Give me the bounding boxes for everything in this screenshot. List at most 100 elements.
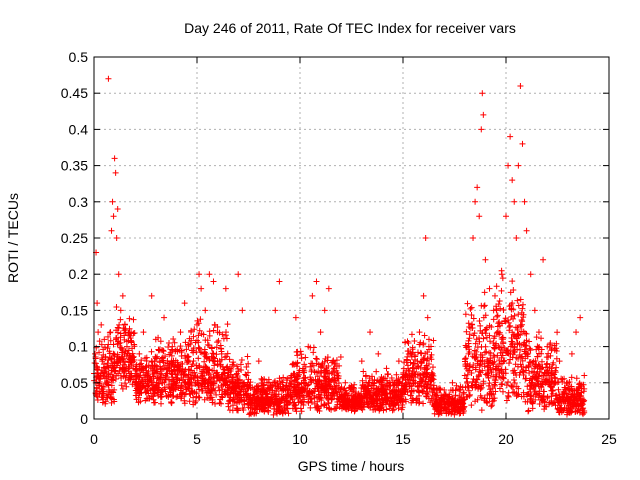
data-point-dense [299, 367, 306, 374]
data-point [476, 213, 483, 220]
data-point-dense [487, 338, 494, 345]
data-point-dense [122, 326, 129, 333]
data-point-dense [93, 363, 100, 370]
data-point-dense [496, 322, 503, 329]
data-point-dense [496, 385, 503, 392]
data-point-dense [195, 344, 202, 351]
data-point-dense [226, 356, 233, 363]
data-point-dense [470, 315, 477, 322]
data-point-dense [305, 390, 312, 397]
data-point-dense [279, 407, 286, 414]
data-point-dense [522, 375, 529, 382]
data-point-dense [196, 364, 203, 371]
data-point-dense [217, 400, 224, 407]
data-point-dense [514, 297, 521, 304]
data-point-dense [540, 388, 547, 395]
data-point-dense [287, 391, 294, 398]
data-point-dense [415, 388, 422, 395]
data-point-dense [404, 389, 411, 396]
data-point-dense [365, 385, 372, 392]
data-point-dense [202, 363, 209, 370]
data-point-dense [538, 358, 545, 365]
data-point [103, 379, 110, 386]
data-point-dense [505, 379, 512, 386]
data-point-dense [428, 377, 435, 384]
data-point-dense [96, 349, 103, 356]
data-point-dense [512, 369, 519, 376]
data-point-dense [579, 411, 586, 418]
data-point-dense [112, 375, 119, 382]
data-point-dense [503, 397, 510, 404]
data-point-dense [214, 323, 221, 330]
data-point-dense [205, 381, 212, 388]
data-point-dense [477, 392, 484, 399]
data-point [144, 372, 151, 379]
data-point-dense [517, 322, 524, 329]
data-point-dense [498, 367, 505, 374]
data-point-dense [506, 323, 513, 330]
data-point-dense [339, 402, 346, 409]
data-point-dense [447, 387, 454, 394]
data-point-dense [380, 386, 387, 393]
data-point-dense [274, 395, 281, 402]
data-point [121, 321, 128, 328]
data-point-dense [298, 380, 305, 387]
data-point-dense [276, 375, 283, 382]
data-point-dense [492, 388, 499, 395]
data-point [445, 394, 452, 401]
data-point-dense [191, 326, 198, 333]
data-point-dense [464, 300, 471, 307]
y-tick-label: 0.1 [69, 339, 89, 355]
data-point-dense [281, 404, 288, 411]
data-point-dense [192, 379, 199, 386]
data-point-dense [499, 352, 506, 359]
data-point-dense [127, 332, 134, 339]
data-point-dense [544, 360, 551, 367]
data-point-dense [130, 353, 137, 360]
data-point [325, 285, 332, 292]
data-point-dense [247, 379, 254, 386]
data-point-dense [329, 368, 336, 375]
data-point [437, 401, 444, 408]
data-point-dense [534, 353, 541, 360]
data-point-dense [423, 373, 430, 380]
data-point-dense [233, 407, 240, 414]
data-point-dense [526, 383, 533, 390]
data-point-dense [302, 354, 309, 361]
data-point-dense [511, 349, 518, 356]
data-point-dense [536, 400, 543, 407]
data-point-dense [104, 394, 111, 401]
data-point-dense [526, 377, 533, 384]
data-point-dense [429, 364, 436, 371]
data-point-dense [452, 407, 459, 414]
data-point-dense [106, 354, 113, 361]
data-point-dense [207, 390, 214, 397]
data-point-dense [527, 393, 534, 400]
data-point-dense [484, 371, 491, 378]
axis-ticks [93, 56, 610, 420]
data-point-dense [363, 391, 370, 398]
data-point-dense [474, 344, 481, 351]
data-point-dense [478, 330, 485, 337]
y-tick-label: 0.5 [69, 49, 89, 65]
data-point-dense [113, 335, 120, 342]
data-point-dense [518, 353, 525, 360]
data-point [577, 314, 584, 321]
data-point-dense [383, 377, 390, 384]
data-point [196, 271, 203, 278]
data-point-dense [528, 397, 535, 404]
data-point-dense [287, 383, 294, 390]
data-point-dense [533, 346, 540, 353]
data-point-dense [463, 328, 470, 335]
data-point-dense [204, 341, 211, 348]
data-point [461, 372, 468, 379]
data-point-dense [456, 406, 463, 413]
data-point [255, 358, 262, 365]
data-point [490, 307, 497, 314]
data-point [123, 343, 130, 350]
data-point-dense [203, 366, 210, 373]
data-point-dense [288, 378, 295, 385]
data-point-dense [201, 370, 208, 377]
data-point-dense [546, 344, 553, 351]
data-point-dense [256, 406, 263, 413]
